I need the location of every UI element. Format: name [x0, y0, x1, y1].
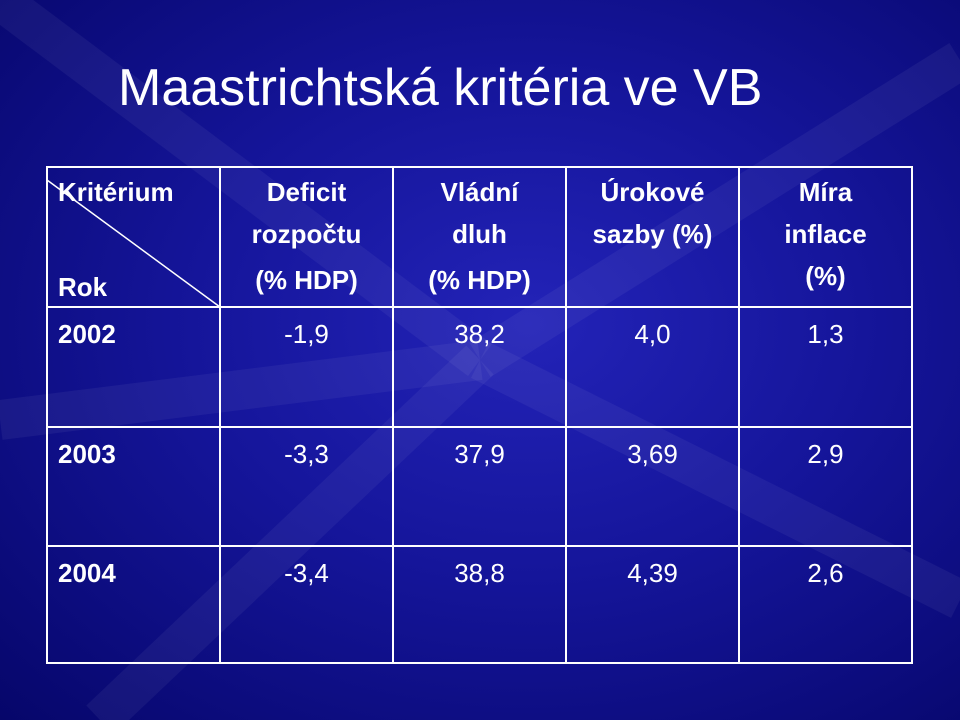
- row-year: 2002: [58, 319, 116, 349]
- column-header: Míra: [798, 177, 853, 207]
- table-value: 2,9: [807, 439, 844, 469]
- corner-bottom: Rok: [58, 272, 108, 302]
- table-value: 38,8: [454, 558, 505, 588]
- column-unit: (% HDP): [428, 265, 531, 295]
- column-unit: (% HDP): [255, 265, 358, 295]
- row-year: 2004: [58, 558, 116, 588]
- table-value: -3,3: [284, 439, 329, 469]
- table-value: 4,39: [627, 558, 678, 588]
- column-header: Úrokové: [600, 177, 705, 207]
- table-value: -1,9: [284, 319, 329, 349]
- corner-top: Kritérium: [58, 177, 174, 207]
- table-value: 1,3: [807, 319, 844, 349]
- column-header: Deficit: [266, 177, 347, 207]
- column-header: rozpočtu: [251, 219, 362, 249]
- column-header: sazby (%): [592, 219, 713, 249]
- slide-title: Maastrichtská kritéria ve VB: [118, 59, 763, 117]
- column-header: (%): [805, 261, 846, 291]
- column-header: Vládní: [440, 177, 519, 207]
- table-value: 2,6: [807, 558, 844, 588]
- table-value: 4,0: [634, 319, 671, 349]
- table-value: -3,4: [284, 558, 329, 588]
- row-year: 2003: [58, 439, 116, 469]
- table-value: 3,69: [627, 439, 678, 469]
- column-header: dluh: [452, 219, 507, 249]
- table-value: 38,2: [454, 319, 505, 349]
- table-value: 37,9: [454, 439, 505, 469]
- column-header: inflace: [784, 219, 867, 249]
